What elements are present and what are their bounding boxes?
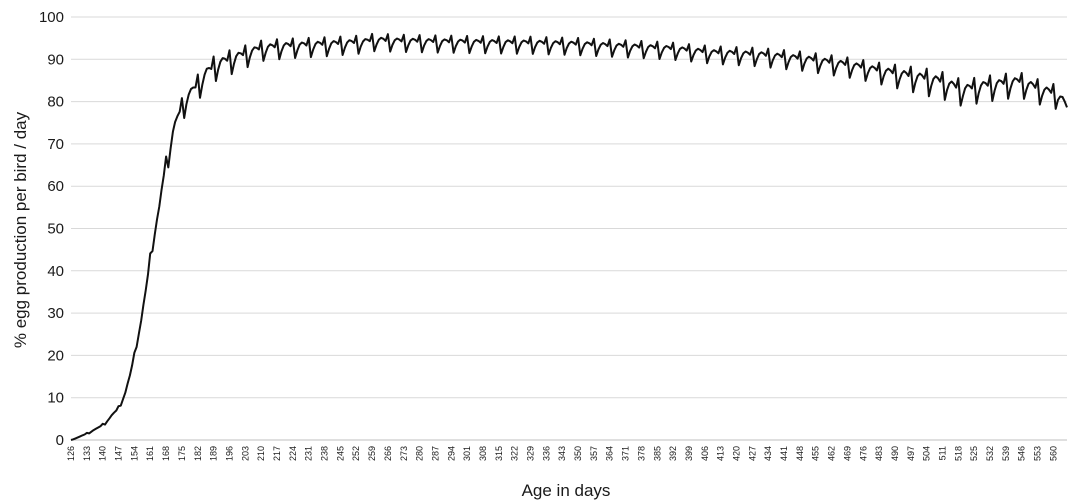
x-tick-label: 196 xyxy=(224,446,234,461)
x-tick-label: 490 xyxy=(890,446,900,461)
x-tick-label: 266 xyxy=(383,446,393,461)
x-tick-label: 259 xyxy=(367,446,377,461)
y-tick-label: 50 xyxy=(47,221,64,238)
x-tick-label: 140 xyxy=(98,446,108,461)
x-tick-label: 518 xyxy=(953,446,963,461)
x-tick-label: 469 xyxy=(842,446,852,461)
y-tick-label: 60 xyxy=(47,178,64,195)
x-tick-label: 371 xyxy=(621,446,631,461)
x-tick-label: 287 xyxy=(430,446,440,461)
x-tick-label: 385 xyxy=(652,446,662,461)
x-tick-label: 511 xyxy=(938,446,948,460)
x-tick-label: 308 xyxy=(478,446,488,461)
y-tick-label: 10 xyxy=(47,390,64,407)
series-layer xyxy=(70,32,1068,441)
x-tick-label: 154 xyxy=(129,446,139,461)
x-tick-label: 546 xyxy=(1017,446,1027,461)
y-tick-label: 100 xyxy=(39,9,64,26)
x-tick-label: 476 xyxy=(858,446,868,461)
x-tick-label: 406 xyxy=(700,446,710,461)
x-tick-label: 427 xyxy=(747,446,757,461)
x-tick-label: 245 xyxy=(335,446,345,461)
x-axis-title: Age in days xyxy=(522,481,611,500)
x-tick-label: 336 xyxy=(541,446,551,461)
x-tick-label: 434 xyxy=(763,446,773,461)
x-tick-label: 392 xyxy=(668,446,678,461)
x-tick-label: 168 xyxy=(161,446,171,461)
x-tick-label: 189 xyxy=(209,446,219,461)
x-tick-label: 399 xyxy=(684,446,694,461)
x-tick-label: 441 xyxy=(779,446,789,461)
x-tick-label: 133 xyxy=(82,446,92,461)
y-tick-label: 20 xyxy=(47,347,64,364)
x-tick-label: 231 xyxy=(304,446,314,461)
y-tick-label: 90 xyxy=(47,51,64,68)
x-tick-label: 301 xyxy=(462,446,472,461)
x-tick-label: 532 xyxy=(985,446,995,461)
y-tick-label: 80 xyxy=(47,94,64,111)
x-tick-label: 357 xyxy=(589,446,599,461)
x-axis-ticks: 126 133 140 147 154 161 168 175 182 189 196 203 210 2… xyxy=(66,446,1058,461)
y-tick-label: 30 xyxy=(47,305,64,322)
x-tick-label: 539 xyxy=(1001,446,1011,461)
y-axis-ticks: 0 10 20 30 40 50 60 70 80 90 100 xyxy=(39,9,64,449)
y-axis-title: % egg production per bird / day xyxy=(11,111,30,348)
y-tick-label: 40 xyxy=(47,263,64,280)
x-tick-label: 161 xyxy=(145,446,155,461)
x-tick-label: 462 xyxy=(827,446,837,461)
x-tick-label: 182 xyxy=(193,446,203,461)
x-tick-label: 238 xyxy=(320,446,330,461)
x-tick-label: 203 xyxy=(240,446,250,461)
x-tick-label: 252 xyxy=(351,446,361,461)
x-tick-label: 560 xyxy=(1048,446,1058,461)
x-tick-label: 273 xyxy=(399,446,409,461)
x-tick-label: 322 xyxy=(510,446,520,461)
y-tick-label: 0 xyxy=(56,432,64,449)
x-tick-label: 294 xyxy=(446,446,456,461)
x-tick-label: 224 xyxy=(288,446,298,461)
x-tick-label: 329 xyxy=(526,446,536,461)
gridlines xyxy=(71,16,1067,399)
x-tick-label: 420 xyxy=(732,446,742,461)
x-tick-label: 504 xyxy=(922,446,932,461)
x-tick-label: 175 xyxy=(177,446,187,461)
x-tick-label: 525 xyxy=(969,446,979,461)
x-tick-label: 378 xyxy=(636,446,646,461)
x-tick-label: 497 xyxy=(906,446,916,461)
x-tick-label: 210 xyxy=(256,446,266,461)
x-tick-label: 553 xyxy=(1033,446,1043,461)
x-tick-label: 315 xyxy=(494,446,504,461)
x-tick-label: 147 xyxy=(114,446,124,461)
x-tick-label: 364 xyxy=(605,446,615,461)
x-tick-label: 455 xyxy=(811,446,821,461)
x-tick-label: 413 xyxy=(716,446,726,461)
x-tick-label: 126 xyxy=(66,446,76,461)
x-tick-label: 350 xyxy=(573,446,583,461)
series-line xyxy=(70,32,1068,441)
x-tick-label: 343 xyxy=(557,446,567,461)
x-tick-label: 280 xyxy=(415,446,425,461)
x-tick-label: 448 xyxy=(795,446,805,461)
x-tick-label: 483 xyxy=(874,446,884,461)
y-tick-label: 70 xyxy=(47,136,64,153)
x-tick-label: 217 xyxy=(272,446,282,461)
